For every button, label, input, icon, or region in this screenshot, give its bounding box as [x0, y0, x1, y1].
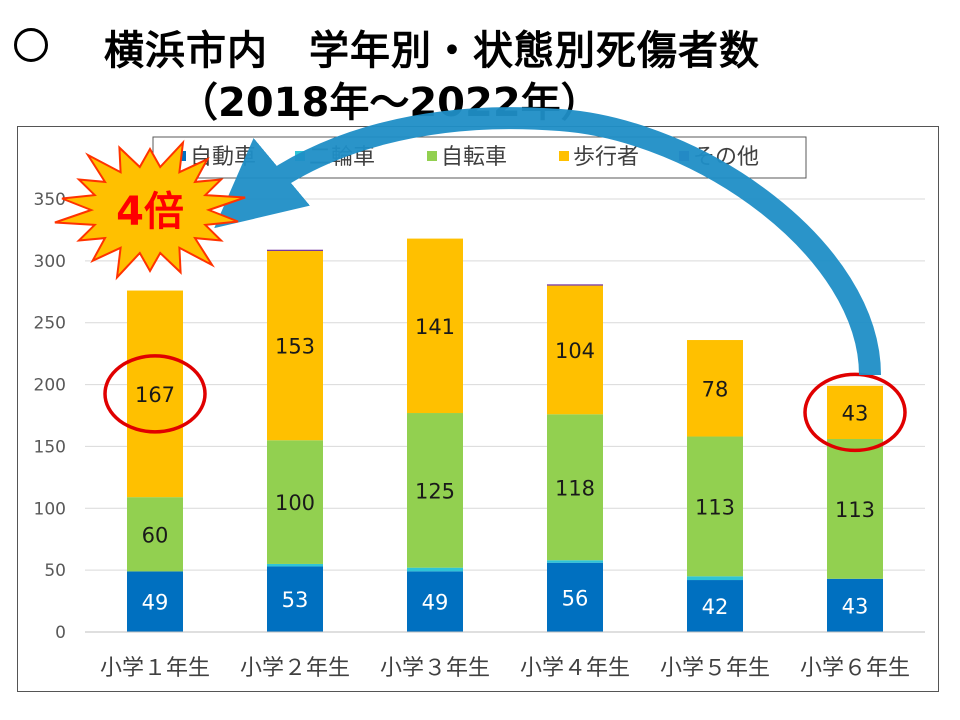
data-label: 43 [842, 594, 869, 618]
bar-segment [407, 571, 463, 632]
data-label: 141 [415, 315, 455, 339]
data-label: 100 [275, 491, 315, 515]
legend-swatch [559, 151, 569, 161]
data-label: 60 [142, 523, 169, 547]
data-label: 118 [555, 476, 595, 500]
y-tick-label: 350 [34, 190, 66, 210]
bar-segment [827, 439, 883, 579]
curved-arrow [214, 107, 881, 376]
bar-segment [547, 284, 603, 286]
bar-segment [407, 413, 463, 568]
data-label: 53 [282, 588, 309, 612]
x-tick-label: 小学３年生 [380, 656, 490, 681]
bar-segment [687, 436, 743, 577]
data-label: 56 [562, 586, 589, 610]
x-tick-label: 小学５年生 [660, 656, 770, 681]
x-tick-label: 小学１年生 [100, 656, 210, 681]
bar-segment [687, 340, 743, 437]
title-main: 横浜市内 学年別・状態別死傷者数 [104, 28, 760, 74]
data-label: 42 [702, 595, 729, 619]
x-tick-label: 小学２年生 [240, 656, 350, 681]
y-tick-label: 200 [34, 376, 66, 396]
data-label: 113 [695, 495, 735, 519]
bar-segment [267, 566, 323, 632]
data-label: 49 [422, 591, 449, 615]
bar-segment [267, 440, 323, 564]
bar-segment [127, 290, 183, 498]
bar-segment [127, 497, 183, 572]
bar-segment [827, 385, 883, 440]
bar-segment [687, 576, 743, 581]
x-tick-label: 小学４年生 [520, 656, 630, 681]
bar-segment [267, 249, 323, 251]
data-label: 153 [275, 335, 315, 359]
bars [127, 238, 883, 632]
highlight-circle [803, 372, 907, 453]
annotations: 4倍 [54, 107, 907, 453]
y-tick-label: 150 [34, 437, 66, 457]
data-label: 78 [702, 377, 729, 401]
data-labels: 49 60 167 53 100 153 49 125 141 56 118 104 42 113 78 43… [135, 315, 875, 619]
starburst-callout [54, 139, 246, 281]
y-tick-label: 0 [55, 623, 66, 643]
y-tick-label: 100 [34, 499, 66, 519]
axes: 0 50 100 150 200 250 300 350 小学１年生 小学２年生 小学３年生 小学４年… [34, 190, 925, 681]
legend-label: 自転車 [441, 145, 507, 170]
data-label: 113 [835, 498, 875, 522]
y-tick-label: 300 [34, 252, 66, 272]
bar-segment [547, 285, 603, 415]
bar-segment [827, 578, 883, 632]
bar-segment [547, 560, 603, 563]
bar-segment [547, 414, 603, 561]
bullet-circle-icon [14, 28, 48, 62]
highlight-circle [103, 354, 207, 434]
legend-swatch [427, 151, 437, 161]
bar-segment [127, 571, 183, 632]
bar-segment [407, 238, 463, 414]
data-label: 104 [555, 339, 595, 363]
callout-text: 4倍 [116, 189, 184, 235]
bar-segment [267, 250, 323, 441]
y-tick-label: 250 [34, 314, 66, 334]
x-tick-label: 小学６年生 [800, 656, 910, 681]
bar-segment [687, 580, 743, 632]
y-tick-label: 50 [44, 561, 66, 581]
bar-segment [267, 563, 323, 567]
bar-segment [407, 567, 463, 572]
data-label: 43 [842, 401, 869, 425]
data-label: 125 [415, 479, 455, 503]
bar-segment [547, 562, 603, 632]
legend-label: 歩行者 [573, 145, 639, 170]
data-label: 49 [142, 591, 169, 615]
data-label: 167 [135, 383, 175, 407]
